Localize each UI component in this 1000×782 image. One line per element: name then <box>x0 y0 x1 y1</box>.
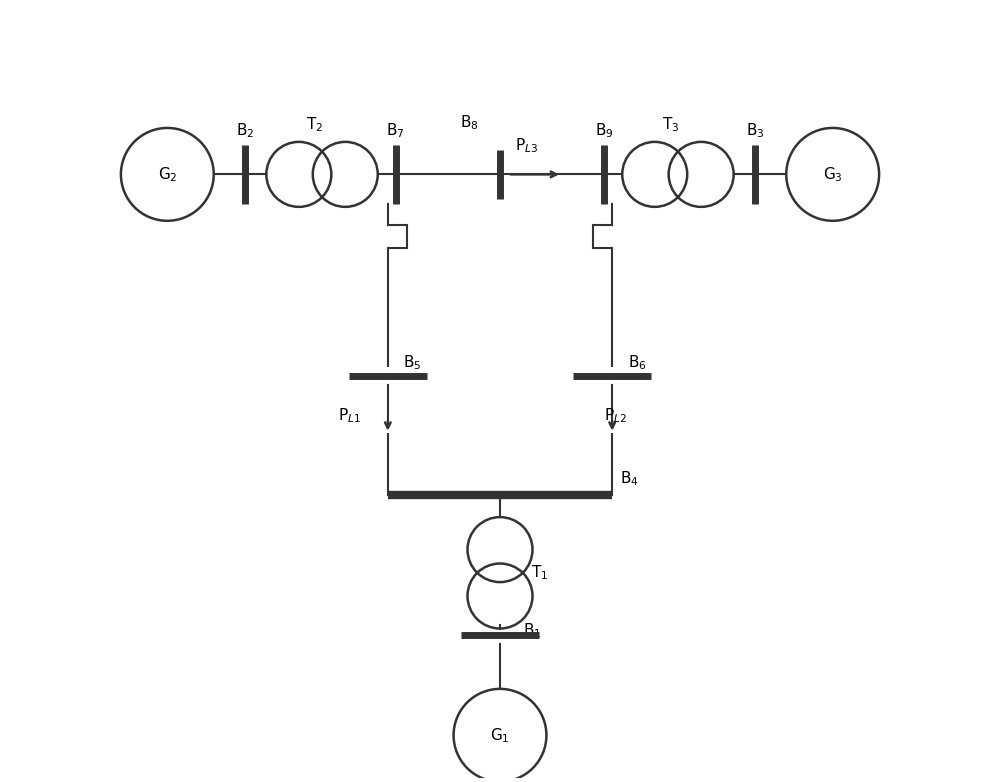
Text: B$_9$: B$_9$ <box>595 121 614 139</box>
Text: T$_1$: T$_1$ <box>531 564 548 582</box>
Text: P$_{L2}$: P$_{L2}$ <box>604 407 627 425</box>
Text: G$_2$: G$_2$ <box>158 165 177 184</box>
Text: G$_1$: G$_1$ <box>490 726 510 744</box>
Text: B$_1$: B$_1$ <box>523 622 542 640</box>
Text: B$_4$: B$_4$ <box>620 469 639 488</box>
Text: B$_3$: B$_3$ <box>746 121 765 139</box>
Text: G$_3$: G$_3$ <box>823 165 843 184</box>
Text: P$_{L1}$: P$_{L1}$ <box>338 407 361 425</box>
Text: B$_6$: B$_6$ <box>628 353 646 371</box>
Text: B$_7$: B$_7$ <box>386 121 405 139</box>
Text: B$_5$: B$_5$ <box>403 353 422 371</box>
Text: T$_2$: T$_2$ <box>306 116 323 135</box>
Text: T$_3$: T$_3$ <box>662 116 679 135</box>
Text: P$_{L3}$: P$_{L3}$ <box>515 136 539 155</box>
Text: B$_2$: B$_2$ <box>236 121 254 139</box>
Text: B$_8$: B$_8$ <box>460 113 478 132</box>
